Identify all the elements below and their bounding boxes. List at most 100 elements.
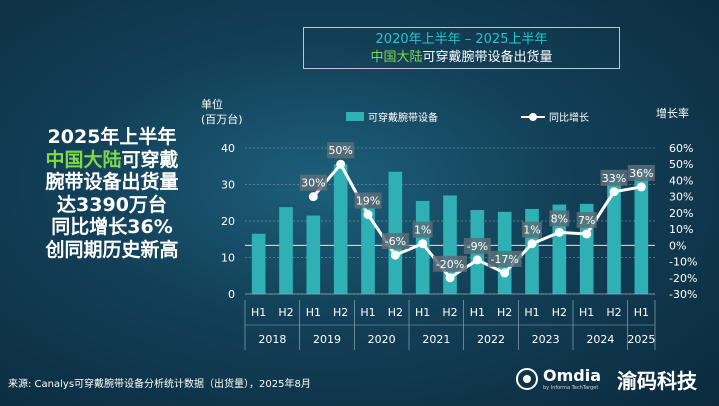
- bar: [306, 215, 321, 294]
- growth-marker: [472, 255, 482, 265]
- growth-marker: [418, 239, 428, 249]
- chart-subject-title: 中国大陆可穿戴腕带设备出货量: [304, 49, 619, 67]
- growth-label-box: [522, 221, 542, 238]
- x-tick-label: H1: [415, 306, 430, 319]
- y-left-tick-label: 40: [221, 142, 235, 155]
- growth-label-box: [412, 221, 433, 238]
- bar: [634, 170, 649, 294]
- growth-data-label: -20%: [436, 258, 464, 271]
- growth-label-box: [354, 192, 382, 209]
- x-tick-label: H1: [306, 306, 321, 319]
- summary-line: 同比增长36%: [51, 216, 173, 238]
- y-right-tick-label: 60%: [669, 142, 693, 155]
- bar: [279, 207, 293, 294]
- source-note: 来源: Canalys可穿戴腕带设备分析统计数据（出货量），2025年8月: [8, 379, 311, 390]
- bar: [552, 204, 567, 294]
- omdia-brand-name: Omdia: [543, 366, 602, 385]
- x-tick-label: H2: [278, 306, 293, 319]
- growth-label-box: [549, 210, 570, 227]
- growth-data-label: -9%: [467, 240, 488, 253]
- x-tick-label: H1: [634, 306, 649, 319]
- x-tick-label: H1: [579, 306, 594, 319]
- x-tick-label: H1: [524, 306, 539, 319]
- y-right-tick-label: 20%: [669, 207, 693, 220]
- region-highlight: 中国大陆: [370, 50, 423, 65]
- x-tick-label: H1: [251, 306, 266, 319]
- growth-marker: [390, 250, 400, 260]
- bar: [388, 171, 403, 294]
- legend-item-line: 同比增长: [521, 109, 589, 124]
- x-tick-label: H2: [388, 306, 403, 319]
- legend-bar-swatch: [346, 112, 364, 121]
- legend-item-bars: 可穿戴腕带设备: [346, 109, 438, 124]
- x-tick-label: H2: [497, 306, 512, 319]
- growth-label-box: [381, 233, 409, 250]
- y-left-tick-label: 20: [221, 215, 235, 228]
- growth-data-label: 19%: [356, 195, 380, 208]
- x-tick-label: H2: [606, 306, 621, 319]
- year-label: 2022: [477, 333, 505, 346]
- summary-region-highlight: 中国大陆: [45, 148, 122, 171]
- growth-data-label: 30%: [301, 177, 325, 190]
- bar: [251, 233, 266, 294]
- growth-data-label: 1%: [414, 224, 431, 237]
- bar: [607, 177, 621, 294]
- growth-marker: [582, 229, 592, 239]
- growth-label-box: [627, 164, 655, 181]
- growth-marker: [554, 227, 564, 237]
- y-right-tick-label: -20%: [669, 272, 697, 285]
- left-axis-title-line: 单位: [201, 98, 223, 111]
- y-left-tick-label: 0: [228, 288, 235, 301]
- legend-bar-label: 可穿戴腕带设备: [368, 113, 438, 124]
- omdia-brand-sub: by Informa TechTarget: [543, 385, 599, 391]
- y-right-tick-label: 30%: [669, 191, 693, 204]
- y-left-tick-label: 10: [221, 252, 235, 265]
- growth-data-label: 1%: [523, 224, 540, 237]
- x-tick-label: H2: [442, 306, 457, 319]
- year-label: 2019: [313, 333, 341, 346]
- growth-marker: [500, 268, 510, 278]
- growth-data-label: 33%: [602, 172, 626, 185]
- growth-marker: [609, 187, 619, 197]
- y-right-tick-label: 40%: [669, 174, 693, 187]
- growth-label-box: [600, 169, 628, 186]
- y-right-tick-label: 0%: [669, 239, 686, 252]
- year-label: 2021: [422, 333, 450, 346]
- growth-data-label: -6%: [385, 235, 406, 248]
- summary-panel: 2025年上半年 中国大陆可穿戴 腕带设备出货量 达3390万台 同比增长36%…: [22, 126, 202, 261]
- growth-marker: [636, 182, 646, 192]
- growth-label-box: [299, 174, 327, 191]
- chart-title-box: 2020年上半年 – 2025上半年 中国大陆可穿戴腕带设备出货量: [303, 27, 620, 69]
- y-right-tick-label: -10%: [669, 256, 697, 269]
- growth-marker: [445, 273, 455, 283]
- bar: [333, 164, 348, 294]
- growth-label-box: [487, 250, 522, 267]
- growth-data-label: 36%: [629, 167, 653, 180]
- y-right-tick-label: -30%: [669, 288, 697, 301]
- year-label: 2018: [258, 333, 286, 346]
- y-left-tick-label: 30: [221, 179, 235, 192]
- growth-data-label: 50%: [328, 144, 352, 157]
- growth-marker: [363, 210, 373, 220]
- growth-marker: [308, 192, 318, 202]
- chart-period-title: 2020年上半年 – 2025上半年: [375, 32, 548, 47]
- legend-line-label: 同比增长: [549, 113, 589, 124]
- year-label: 2023: [532, 333, 560, 346]
- growth-data-label: -17%: [490, 253, 518, 266]
- y-right-tick-label: 10%: [669, 223, 693, 236]
- growth-label-box: [327, 142, 355, 159]
- growth-label-box: [463, 237, 491, 254]
- omdia-logo-icon: [516, 367, 538, 390]
- x-tick-label: H1: [360, 306, 375, 319]
- legend-line-swatch: [521, 112, 545, 122]
- summary-line: 达3390万台: [57, 193, 167, 216]
- summary-line: 2025年上半年: [47, 126, 177, 148]
- left-axis-title-line: (百万台): [201, 113, 243, 126]
- summary-line: 创同期历史新高: [45, 238, 179, 261]
- y-right-tick-label: 50%: [669, 158, 693, 171]
- growth-marker: [336, 159, 346, 169]
- x-tick-label: H1: [470, 306, 485, 319]
- x-tick-label: H2: [552, 306, 567, 319]
- year-label: 2025: [627, 333, 655, 346]
